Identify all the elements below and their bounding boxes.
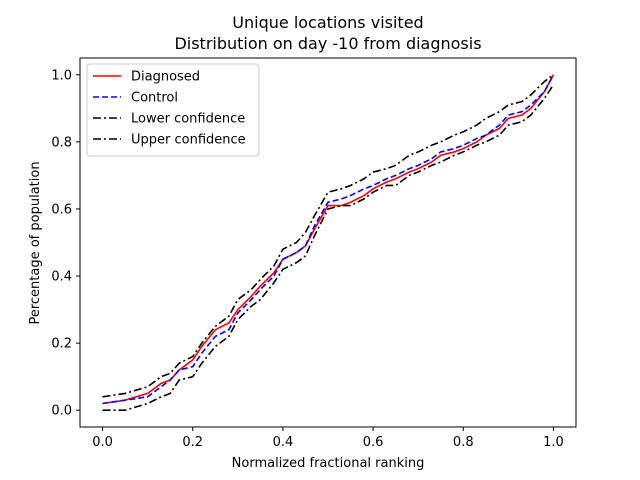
- x-tick-label: 1.0: [543, 435, 564, 450]
- y-tick-label: 0.8: [51, 135, 72, 150]
- chart-subtitle: Distribution on day -10 from diagnosis: [174, 34, 481, 53]
- legend-label: Control: [131, 91, 178, 106]
- x-tick-label: 0.8: [453, 435, 474, 450]
- series-layer: [102, 74, 555, 412]
- series-line-control: [102, 74, 555, 405]
- series-line-lower-confidence: [102, 84, 555, 412]
- legend-label: Diagnosed: [131, 70, 200, 85]
- plot-frame: [79, 57, 577, 428]
- y-tick-label: 0.4: [51, 270, 72, 285]
- x-tick-label: 0.4: [273, 435, 294, 450]
- y-tick-label: 0.6: [51, 202, 72, 217]
- y-tick-label: 0.0: [51, 404, 72, 419]
- series-line-diagnosed: [102, 74, 555, 405]
- legend-box: [86, 63, 260, 157]
- legend-label: Lower confidence: [131, 112, 245, 127]
- y-tick-label: 1.0: [51, 68, 72, 83]
- y-axis-label: Percentage of population: [28, 161, 43, 324]
- x-axis-label: Normalized fractional ranking: [232, 456, 425, 471]
- chart-title: Unique locations visited: [232, 13, 423, 32]
- x-tick-label: 0.2: [182, 435, 203, 450]
- x-tick-label: 0.0: [92, 435, 113, 450]
- axes-layer: 0.0 0.2 0.4 0.6 0.8 1.0 0.0 0.2 0.4 0.6 0.8 1.0: [51, 57, 577, 450]
- series-line-upper-confidence: [102, 74, 554, 398]
- legend: Diagnosed Control Lower confidence Upper co…: [86, 63, 260, 157]
- x-tick-label: 0.6: [363, 435, 384, 450]
- legend-label: Upper confidence: [131, 133, 246, 148]
- y-tick-label: 0.2: [51, 337, 72, 352]
